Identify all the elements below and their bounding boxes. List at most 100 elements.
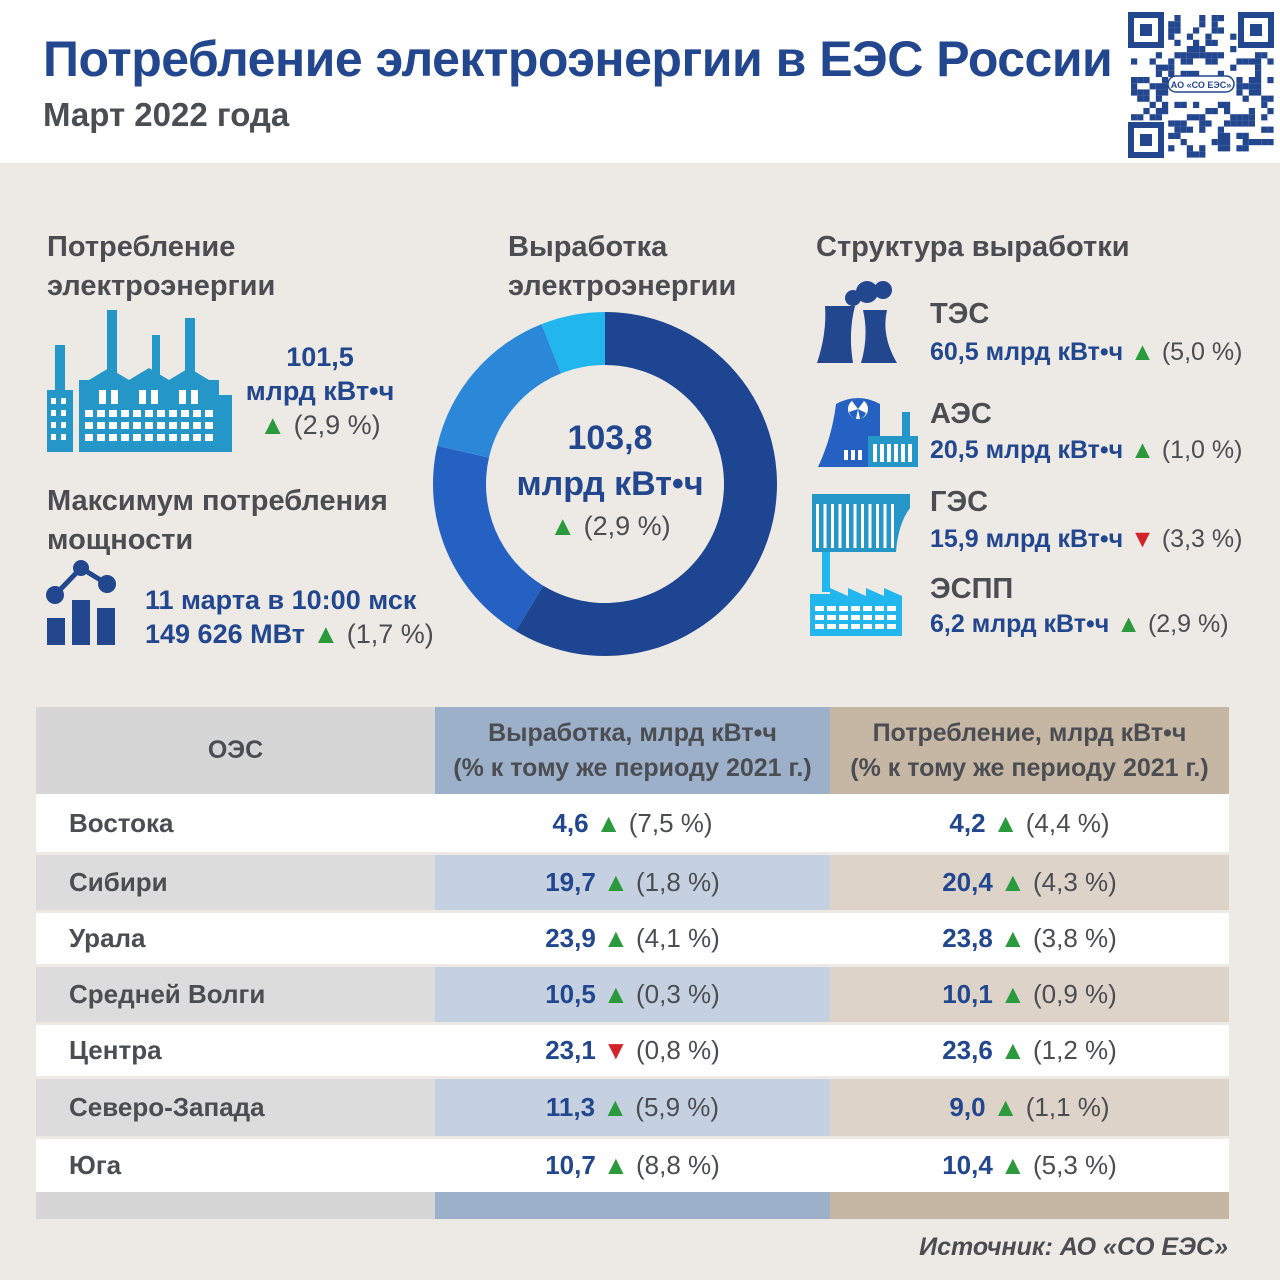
up-arrow-icon: ▲ — [1130, 436, 1155, 464]
generation-value: 11,3 — [545, 1092, 596, 1122]
column-header-oes-label: ОЭС — [207, 736, 264, 764]
column-header-generation: Выработка, млрд кВт•ч (% к тому же перио… — [435, 707, 830, 794]
consumption-change: (0,9 %) — [1033, 979, 1117, 1009]
generation-cell: 23,1 ▼ (0,8 %) — [435, 1025, 830, 1076]
generation-unit: млрд кВт•ч — [516, 465, 704, 503]
generation-cell: 4,6 ▲ (7,5 %) — [435, 794, 830, 852]
generation-cell: 19,7 ▲ (1,8 %) — [435, 855, 830, 910]
generation-title-line1: Выработка — [508, 231, 668, 263]
up-arrow-icon: ▲ — [259, 410, 287, 440]
structure-item-value: 60,5 млрд кВт•ч — [930, 338, 1124, 366]
consumption-cell: 4,2 ▲ (4,4 %) — [830, 794, 1229, 852]
consumption-cell: 9,0 ▲ (1,1 %) — [830, 1079, 1229, 1136]
consumption-change: (4,3 %) — [1033, 867, 1117, 897]
generation-value: 23,1 — [545, 1035, 596, 1065]
peak-change: (1,7 %) — [346, 619, 434, 649]
donut-slice-3 — [437, 324, 562, 458]
column-header-oes: ОЭС — [36, 707, 435, 794]
consumption-value: 20,4 — [942, 867, 993, 897]
column-header-consumption-line1: Потребление, млрд кВт•ч — [872, 718, 1187, 747]
region-name: Юга — [36, 1139, 435, 1192]
consumption-value: 23,8 — [942, 923, 993, 953]
generation-value: 19,7 — [545, 867, 596, 897]
consumption-value: 9,0 — [949, 1092, 986, 1122]
up-arrow-icon: ▲ — [603, 923, 629, 953]
consumption-value: 10,4 — [942, 1150, 993, 1180]
region-name: Средней Волги — [36, 967, 435, 1022]
up-arrow-icon: ▲ — [1000, 1150, 1026, 1180]
structure-item-change: (3,3 %) — [1161, 525, 1243, 553]
consumption-change: (5,3 %) — [1033, 1150, 1117, 1180]
page-title: Потребление электроэнергии в ЕЭС России — [43, 31, 1113, 87]
column-header-generation-line2: (% к тому же периоду 2021 г.) — [453, 753, 812, 782]
structure-item-name: ТЭС — [930, 298, 990, 330]
consumption-change: (4,4 %) — [1025, 807, 1110, 838]
structure-title: Структура выработки — [816, 231, 1130, 263]
thermal-plant-icon — [817, 281, 897, 363]
table-row: Урала 23,9 ▲ (4,1 %) 23,8 ▲ (3,8 %) — [36, 910, 1229, 964]
structure-item-name: ЭСПП — [930, 573, 1014, 605]
consumption-change: (3,8 %) — [1033, 923, 1117, 953]
consumption-unit: млрд кВт•ч — [245, 376, 395, 406]
consumption-value: 10,1 — [942, 979, 993, 1009]
up-arrow-icon: ▲ — [1000, 923, 1026, 953]
up-arrow-icon: ▲ — [1000, 979, 1026, 1009]
generation-change: (4,1 %) — [636, 923, 720, 953]
down-arrow-icon: ▼ — [603, 1035, 629, 1065]
structure-item-name: ГЭС — [930, 486, 989, 518]
donut-slice-4 — [541, 312, 605, 374]
column-header-consumption: Потребление, млрд кВт•ч (% к тому же пер… — [830, 707, 1229, 794]
column-header-consumption-line2: (% к тому же периоду 2021 г.) — [850, 753, 1209, 782]
consumption-value: 101,5 — [286, 342, 354, 372]
table-row: Средней Волги 10,5 ▲ (0,3 %) 10,1 ▲ (0,9 %… — [36, 964, 1229, 1022]
consumption-value: 4,2 — [949, 807, 986, 838]
oes-table: ОЭС Выработка, млрд кВт•ч (% к тому же п… — [36, 707, 1229, 1219]
consumption-cell: 23,8 ▲ (3,8 %) — [830, 913, 1229, 964]
region-name: Центра — [36, 1025, 435, 1076]
region-name: Северо-Запада — [36, 1079, 435, 1136]
generation-title-line2: электроэнергии — [508, 270, 737, 302]
table-body: Востока 4,6 ▲ (7,5 %) 4,2 ▲ (4,4 %) Сибири 1… — [36, 794, 1229, 1192]
qr-code[interactable]: АО «СО ЕЭС» — [1128, 12, 1274, 158]
donut-slice-1 — [515, 312, 777, 656]
consumption-value: 23,6 — [942, 1035, 993, 1065]
peak-title-line1: Максимум потребления — [47, 485, 388, 517]
donut-slice-2 — [433, 445, 544, 632]
peak-title-line2: мощности — [47, 524, 194, 556]
table-row: Востока 4,6 ▲ (7,5 %) 4,2 ▲ (4,4 %) — [36, 794, 1229, 852]
region-name: Востока — [36, 794, 435, 852]
generation-change: (8,8 %) — [636, 1150, 720, 1180]
table-row: Сибири 19,7 ▲ (1,8 %) 20,4 ▲ (4,3 %) — [36, 852, 1229, 910]
column-header-generation-line1: Выработка, млрд кВт•ч — [488, 718, 777, 747]
generation-title: Выработка электроэнергии — [508, 228, 736, 306]
generation-cell: 10,7 ▲ (8,8 %) — [435, 1139, 830, 1192]
generation-cell: 23,9 ▲ (4,1 %) — [435, 913, 830, 964]
up-arrow-icon: ▲ — [603, 979, 629, 1009]
region-name: Урала — [36, 913, 435, 964]
page-subtitle: Март 2022 года — [43, 96, 290, 133]
source-note: Источник: АО «СО ЕЭС» — [919, 1233, 1228, 1261]
generation-cell: 10,5 ▲ (0,3 %) — [435, 967, 830, 1022]
structure-item-name: АЭС — [930, 398, 992, 430]
generation-donut-chart — [433, 312, 777, 656]
up-arrow-icon: ▲ — [992, 1092, 1019, 1122]
up-arrow-icon: ▲ — [1130, 338, 1155, 366]
structure-item-value: 20,5 млрд кВт•ч — [930, 436, 1124, 464]
generation-change: (2,9 %) — [583, 511, 671, 541]
consumption-figure: 101,5 млрд кВт•ч ▲ (2,9 %) — [245, 340, 395, 442]
up-arrow-icon: ▲ — [312, 619, 340, 649]
peak-figure: 11 марта в 10:00 мск 149 626 МВт ▲ (1,7 … — [145, 583, 434, 651]
generation-cell: 11,3 ▲ (5,9 %) — [435, 1079, 830, 1136]
up-arrow-icon: ▲ — [602, 1092, 629, 1122]
header: Потребление электроэнергии в ЕЭС России … — [0, 0, 1280, 163]
consumption-cell: 23,6 ▲ (1,2 %) — [830, 1025, 1229, 1076]
generation-change: (0,3 %) — [636, 979, 720, 1009]
generation-change: (0,8 %) — [636, 1035, 720, 1065]
structure-item-line: 6,2 млрд кВт•ч ▲ (2,9 %) — [930, 610, 1229, 639]
consumption-cell: 20,4 ▲ (4,3 %) — [830, 855, 1229, 910]
consumption-cell: 10,4 ▲ (5,3 %) — [830, 1139, 1229, 1192]
qr-label: АО «СО ЕЭС» — [1171, 80, 1232, 90]
consumption-change: (1,2 %) — [1033, 1035, 1117, 1065]
structure-item-line: 20,5 млрд кВт•ч ▲ (1,0 %) — [930, 436, 1242, 465]
up-arrow-icon: ▲ — [1000, 867, 1026, 897]
